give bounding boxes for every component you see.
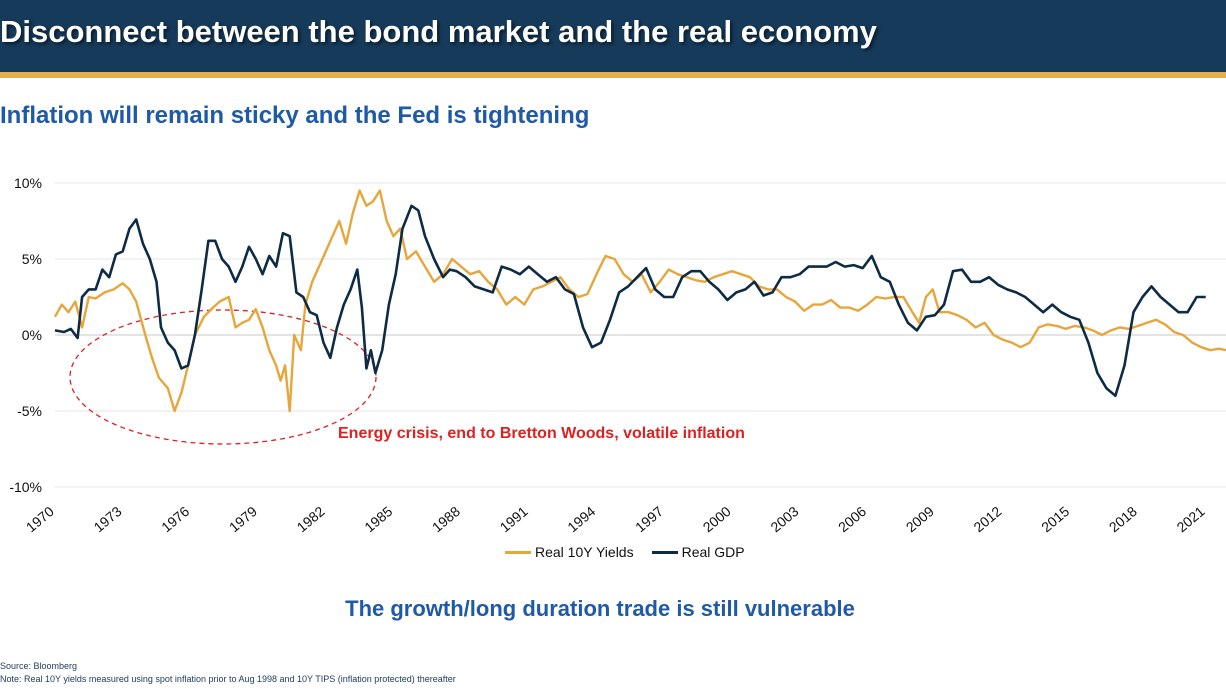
chart-legend: Real 10Y Yields Real GDP	[505, 544, 745, 560]
title-stripe	[0, 72, 1226, 78]
x-tick-label: 1973	[90, 503, 124, 535]
chart-series	[53, 189, 1226, 413]
y-tick-label: 0%	[22, 327, 42, 343]
title-banner	[0, 0, 1226, 72]
x-tick-label: 1994	[564, 503, 598, 535]
source-note: Source: Bloomberg	[0, 661, 78, 671]
legend-item-real-yields: Real 10Y Yields	[505, 544, 634, 560]
x-tick-label: 2018	[1106, 503, 1140, 535]
x-tick-label: 2006	[835, 503, 869, 535]
x-tick-label: 1988	[429, 503, 463, 535]
legend-item-real-gdp: Real GDP	[651, 544, 745, 560]
line-chart: 10%5%0%-5%-10% 1970 1973 1976 1979 1982 1985 1…	[9, 175, 1226, 535]
x-tick-label: 2009	[903, 503, 937, 535]
x-tick-label: 1970	[23, 503, 57, 535]
y-tick-label: -10%	[9, 479, 42, 495]
legend-swatch-real-gdp	[651, 550, 678, 554]
x-tick-label: 1991	[497, 503, 531, 535]
x-tick-label: 1982	[294, 503, 328, 535]
x-tick-label: 1976	[158, 503, 192, 535]
chart-annotation: Energy crisis, end to Bretton Woods, vol…	[338, 425, 745, 442]
y-tick-label: -5%	[17, 403, 42, 419]
y-tick-label: 5%	[22, 251, 42, 267]
x-tick-label: 2021	[1173, 503, 1207, 535]
legend-label-real-gdp: Real GDP	[681, 544, 745, 560]
x-axis-ticks: 1970 1973 1976 1979 1982 1985 1988 1991 1994 1997…	[23, 503, 1208, 535]
series-line-real-10y-yields	[53, 189, 1226, 413]
chart-grid	[55, 182, 1226, 488]
page-title: Disconnect between the bond market and t…	[0, 14, 877, 49]
x-tick-label: 2003	[767, 503, 801, 535]
x-tick-label: 1997	[632, 503, 666, 535]
y-tick-label: 10%	[14, 175, 42, 191]
page-subtitle: Inflation will remain sticky and the Fed…	[0, 102, 590, 129]
legend-swatch-real-yields	[505, 550, 531, 554]
series-line-real-gdp	[54, 204, 1206, 398]
x-tick-label: 1979	[226, 503, 260, 535]
x-tick-label: 1985	[361, 503, 395, 535]
annotation-ellipse	[69, 309, 377, 445]
legend-label-real-yields: Real 10Y Yields	[535, 544, 634, 560]
x-tick-label: 2000	[700, 503, 734, 535]
methodology-note: Note: Real 10Y yields measured using spo…	[0, 674, 456, 684]
conclusion-text: The growth/long duration trade is still …	[345, 596, 855, 621]
x-tick-label: 2012	[970, 503, 1004, 535]
x-tick-label: 2015	[1038, 503, 1072, 535]
y-axis-ticks: 10% 5% 0% -5% -10%	[9, 175, 42, 495]
